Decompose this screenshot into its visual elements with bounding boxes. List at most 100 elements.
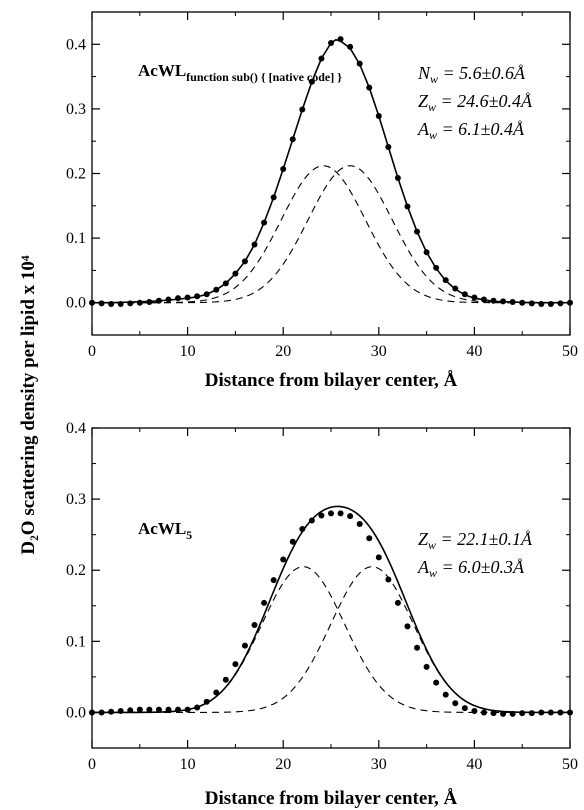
data-point [461, 291, 468, 298]
data-point [337, 510, 344, 517]
panel-acwl4: 0 10 20 30 40 50 0.0 0.1 0.2 0.3 0.4 AcWLfunction … [66, 11, 578, 391]
data-point [308, 517, 315, 524]
data-point [423, 249, 430, 256]
data-point [213, 286, 220, 293]
data-point [375, 554, 382, 561]
data-point [375, 113, 382, 120]
data-point [328, 40, 334, 47]
x-tick-label: 0 [88, 756, 96, 773]
data-point [461, 705, 468, 712]
data-point [500, 298, 507, 305]
data-point [251, 241, 258, 248]
data-point [165, 296, 172, 303]
data-point [261, 599, 268, 606]
x-tick-label: 20 [275, 343, 291, 360]
data-point [442, 277, 449, 284]
data-point [347, 513, 354, 520]
data-point [136, 706, 143, 713]
data-point [356, 60, 363, 67]
x-tick-label: 10 [180, 756, 196, 773]
y-axis-label: D₂O scattering density per lipid x 10⁴ [18, 255, 39, 555]
y-tick-label: 0.3 [66, 491, 86, 508]
data-point [452, 700, 459, 707]
data-point [155, 297, 162, 304]
fit-curve [92, 505, 570, 714]
data-point [155, 706, 162, 713]
y-tick-label: 0.1 [66, 230, 86, 247]
data-point [318, 512, 325, 519]
data-point [433, 264, 440, 271]
param-aw-top: Aw = 6.1±0.4Å [417, 119, 525, 142]
data-point [385, 576, 392, 583]
y-tick-label: 0.2 [66, 562, 86, 579]
param-zw-bottom: Zw = 22.1±0.1Å [418, 529, 533, 552]
data-point [490, 297, 497, 304]
data-point [547, 300, 554, 307]
data-point [108, 300, 115, 307]
data-point [567, 299, 573, 306]
data-point [194, 704, 201, 711]
data-point [175, 706, 182, 713]
data-point [175, 295, 182, 302]
x-tick-label: 50 [562, 756, 578, 773]
panel-acwl5: 0 10 20 30 40 50 0.0 0.1 0.2 0.3 0.4 AcWL5 Zw = 22… [66, 420, 578, 809]
data-point [127, 300, 134, 307]
data-point [299, 525, 306, 532]
data-point [337, 36, 344, 43]
data-point [184, 294, 191, 301]
data-point [394, 599, 401, 606]
data-point [222, 280, 229, 287]
data-point [89, 299, 95, 306]
data-point [117, 708, 124, 715]
x-tick-label: 10 [180, 343, 196, 360]
data-point [203, 698, 210, 705]
data-point [280, 165, 287, 172]
data-point [98, 300, 105, 307]
x-tick-label: 40 [466, 756, 482, 773]
x-tick-label: 0 [88, 343, 96, 360]
data-point [136, 299, 143, 306]
data-point [146, 706, 153, 713]
y-tick-label: 0.4 [66, 420, 86, 437]
data-point [538, 300, 545, 307]
data-point [414, 228, 421, 235]
data-point [452, 285, 459, 292]
data-point [519, 299, 526, 306]
data-point [442, 691, 449, 698]
data-point [289, 136, 296, 143]
axes-bottom: 0 10 20 30 40 50 0.0 0.1 0.2 0.3 0.4 [66, 420, 578, 773]
data-point [289, 538, 296, 545]
data-point [251, 621, 258, 628]
data-point [414, 644, 421, 651]
data-point [528, 710, 535, 717]
data-point [547, 709, 554, 716]
y-tick-label: 0.0 [66, 295, 86, 312]
data-point [366, 535, 373, 542]
data-point [270, 194, 277, 201]
data-points-top [89, 36, 573, 307]
data-point [366, 84, 373, 91]
data-point [203, 291, 210, 298]
data-point [538, 709, 545, 716]
data-point [557, 709, 564, 716]
sample-label-top: AcWLfunction sub() { [native code] } [138, 61, 342, 84]
data-point [480, 709, 487, 716]
data-point [394, 175, 401, 182]
data-point [347, 43, 354, 50]
data-point [385, 144, 392, 151]
data-point [490, 710, 497, 717]
curves-bottom [92, 505, 570, 714]
data-point [261, 219, 268, 226]
component-curve [92, 566, 570, 713]
component-curve [92, 566, 570, 713]
data-point [509, 710, 516, 717]
data-point [557, 300, 564, 307]
data-point [308, 78, 315, 85]
data-point [127, 707, 134, 714]
component-curve [92, 165, 570, 304]
data-point [146, 299, 153, 306]
data-point [270, 577, 277, 584]
data-point [89, 709, 95, 716]
component-curve [92, 165, 570, 304]
